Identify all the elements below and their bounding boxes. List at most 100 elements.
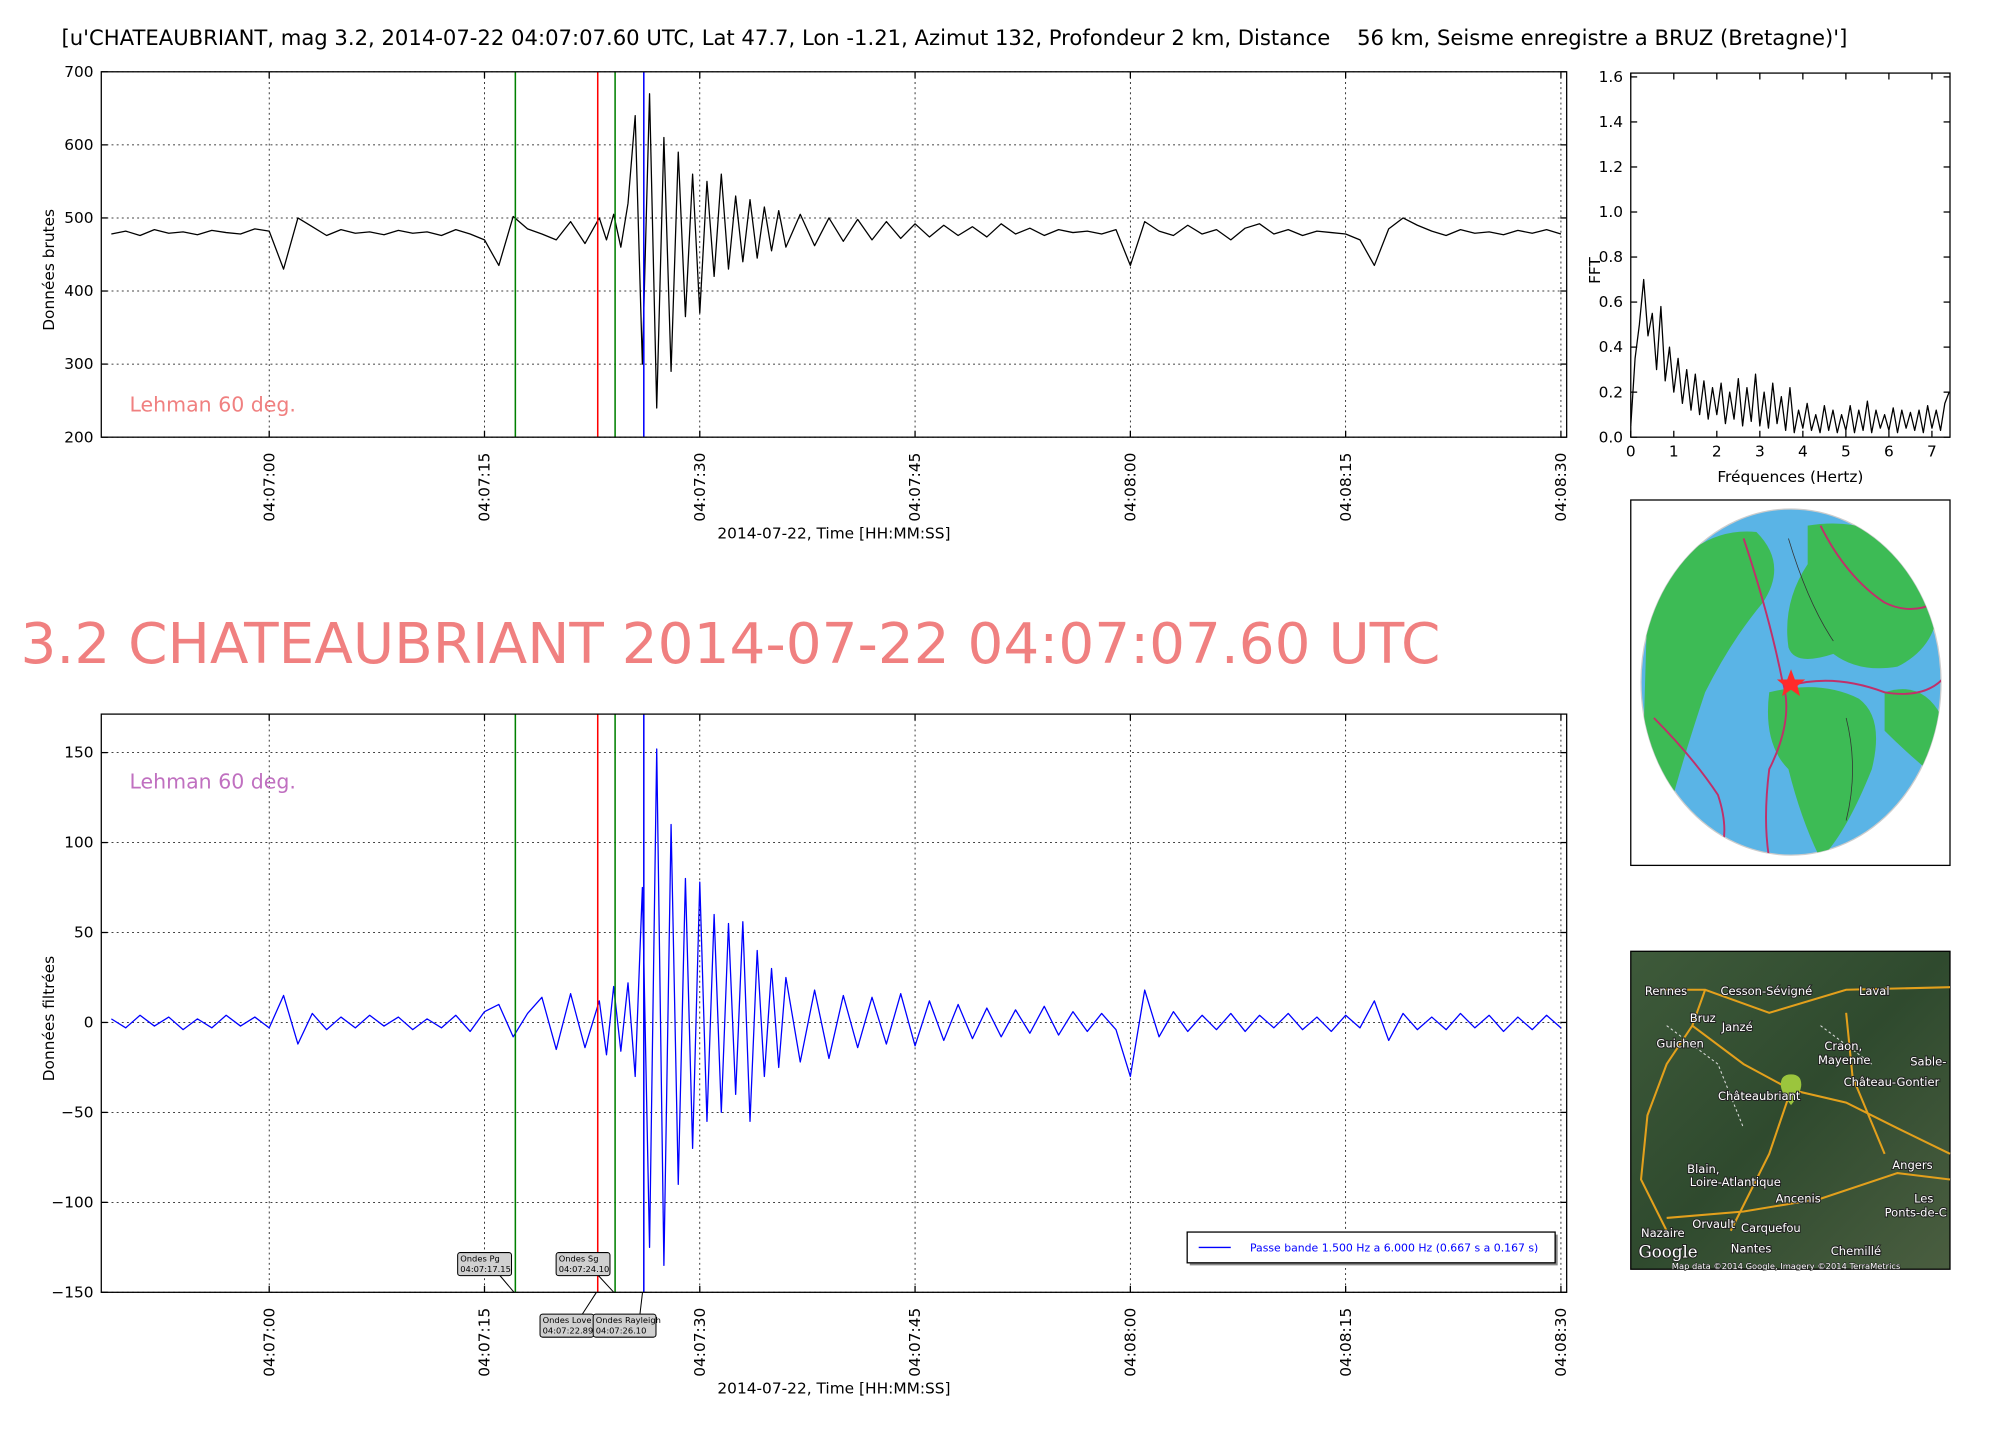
y-tick-label: 0.2 [1599,383,1623,401]
plot-frame [1630,72,1951,438]
x-tick-label: 4 [1798,442,1808,460]
y-tick-label: 1.2 [1599,158,1623,176]
annotation-arrow [581,1292,597,1315]
x-tick-label: 04:07:15 [476,453,494,522]
y-tick-label: 100 [64,834,93,852]
plot-frame [100,713,1568,1293]
x-tick-label: 04:07:45 [906,1308,924,1377]
y-tick-label: 400 [64,282,93,300]
y-tick-label: −100 [51,1193,93,1211]
y-axis-label: FFT [1586,257,1604,284]
annotation: Lehman 60 deg. [129,393,295,417]
map-label: Mayenne [1818,1053,1871,1067]
map-label: Map data ©2014 Google, Imagery ©2014 Ter… [1672,1261,1901,1271]
map-label: Blain, [1687,1162,1719,1176]
y-tick-label: 0.0 [1599,428,1623,446]
map-label: Les [1914,1192,1933,1206]
map-label: Bruz [1690,1011,1716,1025]
y-tick-label: −150 [51,1283,93,1301]
map-label: Ponts-de-C [1885,1206,1947,1220]
annotation-time: 04:07:17.15 [460,1264,511,1274]
y-tick-label: 150 [64,744,93,762]
x-tick-label: 04:07:45 [906,453,924,522]
y-tick-label: 1.0 [1599,203,1623,221]
map-label: Guichen [1656,1036,1703,1050]
map-label: Sable- [1910,1054,1946,1068]
map-label: Google [1638,1243,1697,1262]
y-tick-label: 0.8 [1599,248,1623,266]
annotation-label: Ondes Pg [460,1254,500,1264]
map-label: Janzé [1721,1020,1753,1034]
x-tick-label: 04:07:00 [260,1308,278,1377]
x-tick-label: 2 [1712,442,1722,460]
annotation-box [592,1313,657,1338]
map-image [1630,950,1951,1270]
y-axis-label: Données filtrées [40,956,58,1081]
annotation-arrow [598,1275,615,1293]
map-label: Orvault [1692,1217,1735,1231]
y-tick-label: −50 [61,1104,93,1122]
map-label: Rennes [1645,984,1687,998]
x-tick-label: 7 [1927,442,1937,460]
map-label: Loire-Atlantique [1690,1175,1781,1189]
figure-title: [u'CHATEAUBRIANT, mag 3.2, 2014-07-22 04… [62,25,1848,50]
data-line [111,93,1562,409]
x-tick-label: 04:08:15 [1337,453,1355,522]
y-tick-label: 0.4 [1599,338,1623,356]
y-axis-label: Données brutes [40,209,58,331]
x-tick-label: 04:08:30 [1552,453,1570,522]
annotation-arrow [499,1275,515,1293]
data-line [1630,278,1950,434]
annotation-time: 04:07:24.10 [559,1264,610,1274]
annotation-box [555,1252,611,1277]
x-tick-label: 04:07:30 [691,1308,709,1377]
annotation-label: Ondes Love [543,1315,592,1325]
map-label: Carquefou [1741,1221,1801,1235]
x-tick-label: 3 [1755,442,1765,460]
y-tick-label: 1.6 [1599,68,1623,86]
x-tick-label: 04:07:30 [691,453,709,522]
annotation-label: Ondes Rayleigh [596,1315,661,1325]
x-tick-label: 5 [1841,442,1851,460]
x-tick-label: 04:08:30 [1552,1308,1570,1377]
globe-image [1630,499,1951,867]
annotation-time: 04:07:22.89 [543,1325,594,1335]
map-label: Nazaire [1641,1226,1685,1240]
x-tick-label: 0 [1626,442,1636,460]
x-tick-label: 04:08:00 [1121,453,1139,522]
map-label: Craon, [1824,1039,1862,1053]
y-tick-label: 0.6 [1599,293,1623,311]
data-line [110,748,1562,1266]
y-tick-label: 300 [64,355,93,373]
map-label: Château-Gontier [1844,1075,1940,1089]
annotation-arrow [639,1292,644,1315]
annotation-time: 04:07:26.10 [596,1325,647,1335]
x-tick-label: 04:08:00 [1121,1308,1139,1377]
map-label: Laval [1859,984,1890,998]
x-tick-label: 1 [1669,442,1679,460]
y-tick-label: 200 [64,428,93,446]
legend-box [1186,1231,1556,1264]
x-tick-label: 04:08:15 [1337,1308,1355,1377]
annotation: Lehman 60 deg. [129,769,295,793]
plot-frame [100,71,1568,438]
map-label: Châteaubriant [1718,1089,1801,1103]
x-tick-label: 6 [1884,442,1894,460]
y-tick-label: 50 [74,924,94,942]
map-label: Nantes [1731,1242,1772,1256]
y-tick-label: 500 [64,209,93,227]
map-label: Cesson-Sévigné [1721,984,1813,998]
x-axis-label: 2014-07-22, Time [HH:MM:SS] [717,1380,950,1398]
map-labels: Rennes Cesson-Sévigné Laval Bruz Janzé Guiche… [1638,983,1948,1272]
map-label: Ancenis [1776,1192,1821,1206]
headline: 3.2 CHATEAUBRIANT 2014-07-22 04:07:07.60… [21,612,1441,677]
y-tick-label: 600 [64,136,93,154]
annotation-box [457,1252,513,1277]
x-axis-label: Fréquences (Hertz) [1717,468,1863,486]
annotation-label: Ondes Sg [559,1254,599,1264]
x-tick-label: 04:07:00 [260,453,278,522]
x-axis-label: 2014-07-22, Time [HH:MM:SS] [717,524,950,542]
x-tick-label: 04:07:15 [476,1308,494,1377]
y-tick-label: 1.4 [1599,113,1623,131]
